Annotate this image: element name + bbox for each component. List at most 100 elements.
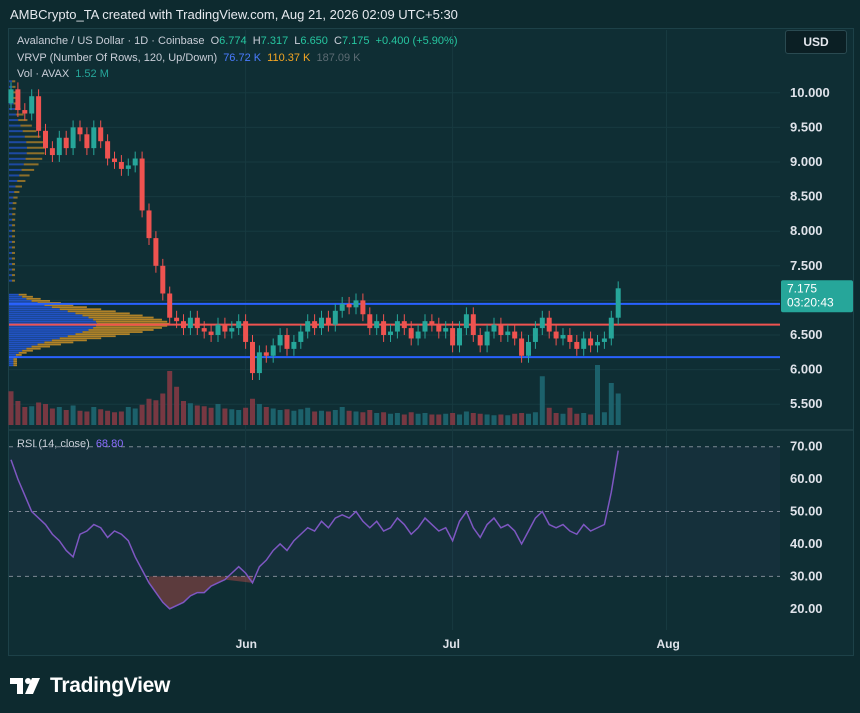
candle-body — [36, 96, 42, 131]
vrvp-down-bar — [44, 341, 74, 344]
volume-bar — [519, 413, 525, 425]
candle-body — [498, 324, 504, 336]
candle-body — [408, 328, 414, 339]
vrvp-down-bar — [88, 316, 154, 319]
vrvp-down-bar — [12, 274, 16, 277]
last-price-tag — [781, 280, 853, 313]
vrvp-down-bar — [12, 85, 16, 88]
volume-bar — [394, 413, 400, 425]
volume-bar — [236, 410, 242, 425]
volume-bar — [125, 407, 131, 425]
vrvp-legend: VRVP (Number Of Rows, 120, Up/Down) 76.7… — [17, 52, 364, 64]
candle-body — [601, 338, 607, 342]
vrvp-up-bar — [9, 185, 16, 188]
volume-bar — [339, 407, 345, 425]
vrvp-down-bar — [14, 191, 20, 194]
vrvp-up-bar — [9, 113, 17, 116]
candle-body — [512, 331, 518, 339]
vrvp-down-bar — [20, 124, 32, 127]
vrvp-down-bar — [18, 351, 27, 354]
vrvp-up-bar — [9, 297, 27, 300]
currency-button[interactable]: USD — [785, 30, 847, 54]
candle-body — [174, 317, 180, 322]
candle-body — [8, 89, 14, 104]
vrvp-up-bar — [9, 246, 13, 249]
vrvp-down-bar — [16, 113, 24, 116]
volume-bar — [29, 406, 35, 425]
volume-bar — [539, 376, 545, 425]
vrvp-up-bar — [9, 174, 20, 177]
price-axis-label: 9.000 — [790, 154, 823, 169]
candle-body — [588, 338, 594, 346]
price-axis-label: 6.500 — [790, 327, 823, 342]
vrvp-up-bar — [9, 320, 97, 323]
volume-bar — [608, 383, 614, 425]
vrvp-total-value: 187.09 K — [316, 52, 361, 64]
candle-body — [553, 331, 559, 339]
vrvp-up-bar — [9, 358, 14, 360]
candle-body — [208, 331, 214, 336]
volume-bar — [581, 413, 587, 425]
vrvp-down-bar — [18, 119, 28, 122]
volume-bar — [194, 405, 200, 425]
volume-bar — [70, 405, 76, 425]
rsi-axis-label: 30.00 — [790, 568, 823, 583]
candle-body — [374, 321, 380, 329]
volume-bar — [546, 407, 552, 425]
volume-bar — [270, 408, 276, 425]
vrvp-up-bar — [9, 107, 15, 110]
volume-bar — [132, 408, 138, 425]
close-value: 7.175 — [341, 35, 370, 47]
rsi-axis-label: 50.00 — [790, 504, 823, 519]
candle-body — [436, 324, 442, 332]
vrvp-up-bar — [9, 235, 13, 238]
vrvp-down-bar — [82, 314, 143, 317]
vrvp-down-bar — [22, 130, 37, 133]
tradingview-logo[interactable]: TradingView — [10, 674, 170, 698]
vrvp-up-bar — [9, 179, 18, 182]
vrvp-up-bar — [9, 196, 14, 199]
vrvp-down-bar — [12, 224, 16, 227]
vrvp-up-bar — [9, 347, 27, 350]
volume-bar — [319, 410, 324, 425]
vrvp-down-bar — [88, 329, 154, 331]
candle-body — [153, 238, 159, 266]
volume-bar — [22, 407, 28, 425]
volume-bar — [43, 404, 48, 425]
candle-body — [187, 317, 193, 329]
vrvp-up-bar — [9, 310, 68, 313]
vrvp-up-bar — [9, 351, 19, 354]
volume-bar — [174, 386, 180, 425]
volume-bar — [139, 404, 145, 425]
volume-bar — [553, 413, 559, 425]
vrvp-up-bar — [9, 349, 23, 352]
candle-body — [491, 324, 497, 332]
candle-body — [167, 293, 173, 318]
volume-bar — [77, 410, 83, 425]
rsi-legend: RSI (14, close) 68.80 — [17, 438, 126, 450]
vrvp-down-bar — [12, 91, 17, 94]
vrvp-down-bar — [13, 360, 17, 363]
vrvp-down-bar — [12, 80, 16, 83]
vrvp-up-bar — [9, 268, 13, 271]
candle-body — [608, 317, 614, 339]
vrvp-up-bar — [9, 335, 68, 338]
vrvp-down-bar — [12, 218, 16, 221]
candle-body — [367, 314, 373, 329]
vrvp-up-bar — [9, 329, 89, 331]
volume-bar — [560, 413, 566, 425]
candle-body — [581, 338, 587, 349]
vrvp-up-bar — [9, 279, 12, 282]
rsi-line — [10, 450, 619, 610]
vrvp-down-bar — [23, 163, 39, 166]
candle-body — [63, 137, 69, 149]
volume-bar — [450, 413, 456, 425]
chart-frame[interactable] — [8, 28, 854, 656]
candle-body — [298, 331, 304, 342]
vrvp-up-bar — [9, 300, 32, 302]
price-axis-label: 5.500 — [790, 396, 823, 411]
vrvp-up-bar — [9, 316, 89, 319]
vrvp-up-bar — [9, 308, 60, 311]
rsi-axis-label: 60.00 — [790, 471, 823, 486]
